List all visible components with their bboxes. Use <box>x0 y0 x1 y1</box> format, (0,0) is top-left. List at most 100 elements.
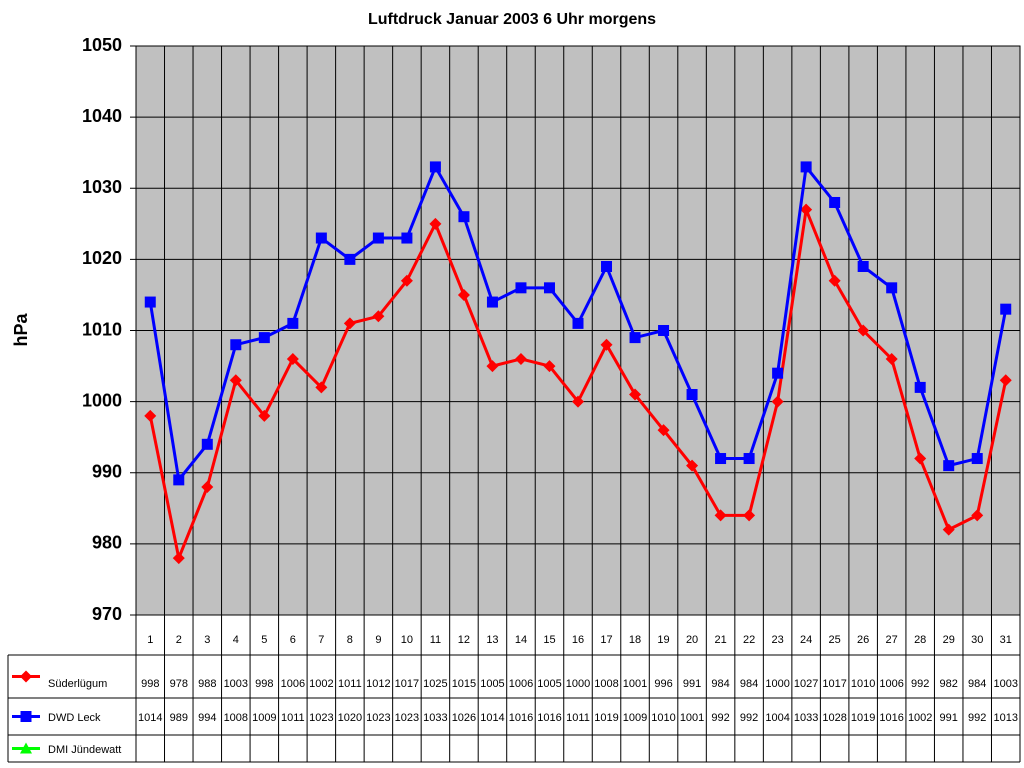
y-tick-label: 1030 <box>82 177 122 197</box>
x-tick-label: 25 <box>829 634 841 646</box>
marker <box>343 317 356 330</box>
table-value: 984 <box>740 678 758 690</box>
marker <box>201 480 214 493</box>
marker <box>600 338 613 351</box>
x-tick-label: 16 <box>572 634 584 646</box>
table-value: 1001 <box>680 712 704 724</box>
table-value: 998 <box>141 678 159 690</box>
marker <box>657 424 670 437</box>
table-value: 1014 <box>480 712 504 724</box>
legend-label: DMI Jündewatt <box>48 744 121 756</box>
marker <box>743 509 756 522</box>
table-value: 992 <box>968 712 986 724</box>
marker <box>971 509 984 522</box>
table-value: 1016 <box>537 712 561 724</box>
y-tick-label: 970 <box>92 604 122 624</box>
table-value: 1023 <box>395 712 419 724</box>
x-tick-label: 17 <box>600 634 612 646</box>
x-tick-label: 18 <box>629 634 641 646</box>
x-tick-label: 23 <box>771 634 783 646</box>
table-value: 1016 <box>509 712 533 724</box>
marker <box>686 389 698 401</box>
y-axis-label: hPa <box>11 313 31 347</box>
x-tick-label: 6 <box>290 634 296 646</box>
table-value: 1023 <box>309 712 333 724</box>
table-value: 1002 <box>309 678 333 690</box>
x-tick-label: 13 <box>486 634 498 646</box>
table-value: 1008 <box>224 712 248 724</box>
marker <box>258 332 270 344</box>
marker <box>658 325 670 336</box>
table-value: 1011 <box>566 712 590 724</box>
marker <box>828 274 841 287</box>
table-value: 1012 <box>366 678 390 690</box>
table-value: 992 <box>911 678 929 690</box>
table-value: 1006 <box>879 678 903 690</box>
table-value: 1011 <box>338 678 362 690</box>
table-value: 1014 <box>138 712 162 724</box>
marker <box>886 282 898 294</box>
table-value: 1009 <box>623 712 647 724</box>
x-tick-label: 5 <box>261 634 267 646</box>
table-value: 1010 <box>851 678 875 690</box>
marker <box>372 232 384 244</box>
marker <box>486 360 499 373</box>
table-value: 978 <box>170 678 188 690</box>
table-value: 991 <box>683 678 701 690</box>
y-tick-label: 990 <box>92 462 122 482</box>
marker <box>515 282 527 294</box>
marker <box>229 374 242 387</box>
table-value: 991 <box>940 712 958 724</box>
legend-label: Süderlügum <box>48 678 107 690</box>
x-tick-label: 2 <box>176 634 182 646</box>
table-value: 1003 <box>224 678 248 690</box>
marker <box>771 395 784 408</box>
table-value: 1009 <box>252 712 276 724</box>
x-tick-label: 28 <box>914 634 926 646</box>
y-tick-label: 1010 <box>82 319 122 339</box>
table-value: 988 <box>198 678 216 690</box>
marker <box>743 453 755 465</box>
marker <box>829 196 841 208</box>
marker <box>971 453 983 465</box>
y-tick-label: 1000 <box>82 390 122 410</box>
table-value: 989 <box>170 712 188 724</box>
marker <box>914 381 926 393</box>
table-value: 984 <box>711 678 729 690</box>
y-tick-label: 1020 <box>82 248 122 268</box>
x-tick-label: 29 <box>943 634 955 646</box>
table-value: 1011 <box>281 712 305 724</box>
marker <box>800 161 812 173</box>
x-tick-label: 21 <box>714 634 726 646</box>
marker <box>201 438 213 450</box>
legend-marker <box>20 670 32 683</box>
marker <box>857 260 869 272</box>
x-tick-label: 1 <box>147 634 153 646</box>
marker <box>401 232 413 244</box>
marker <box>429 217 442 230</box>
x-tick-label: 7 <box>318 634 324 646</box>
table-value: 1025 <box>423 678 447 690</box>
table-value: 1000 <box>765 678 789 690</box>
marker <box>173 474 185 486</box>
marker <box>572 317 584 329</box>
marker <box>572 395 584 408</box>
table-value: 1005 <box>537 678 561 690</box>
table-value: 994 <box>198 712 216 724</box>
table-value: 1003 <box>993 678 1017 690</box>
x-tick-label: 9 <box>375 634 381 646</box>
marker <box>543 360 556 373</box>
marker <box>686 459 699 472</box>
marker <box>458 211 470 223</box>
x-tick-label: 24 <box>800 634 812 646</box>
table-value: 1006 <box>509 678 533 690</box>
marker <box>601 260 613 272</box>
marker <box>629 388 642 401</box>
table-value: 1017 <box>822 678 846 690</box>
table-value: 1001 <box>623 678 647 690</box>
table-value: 1015 <box>452 678 476 690</box>
legend-marker <box>20 742 32 754</box>
table-value: 1028 <box>822 712 846 724</box>
table-value: 1027 <box>794 678 818 690</box>
x-tick-label: 22 <box>743 634 755 646</box>
